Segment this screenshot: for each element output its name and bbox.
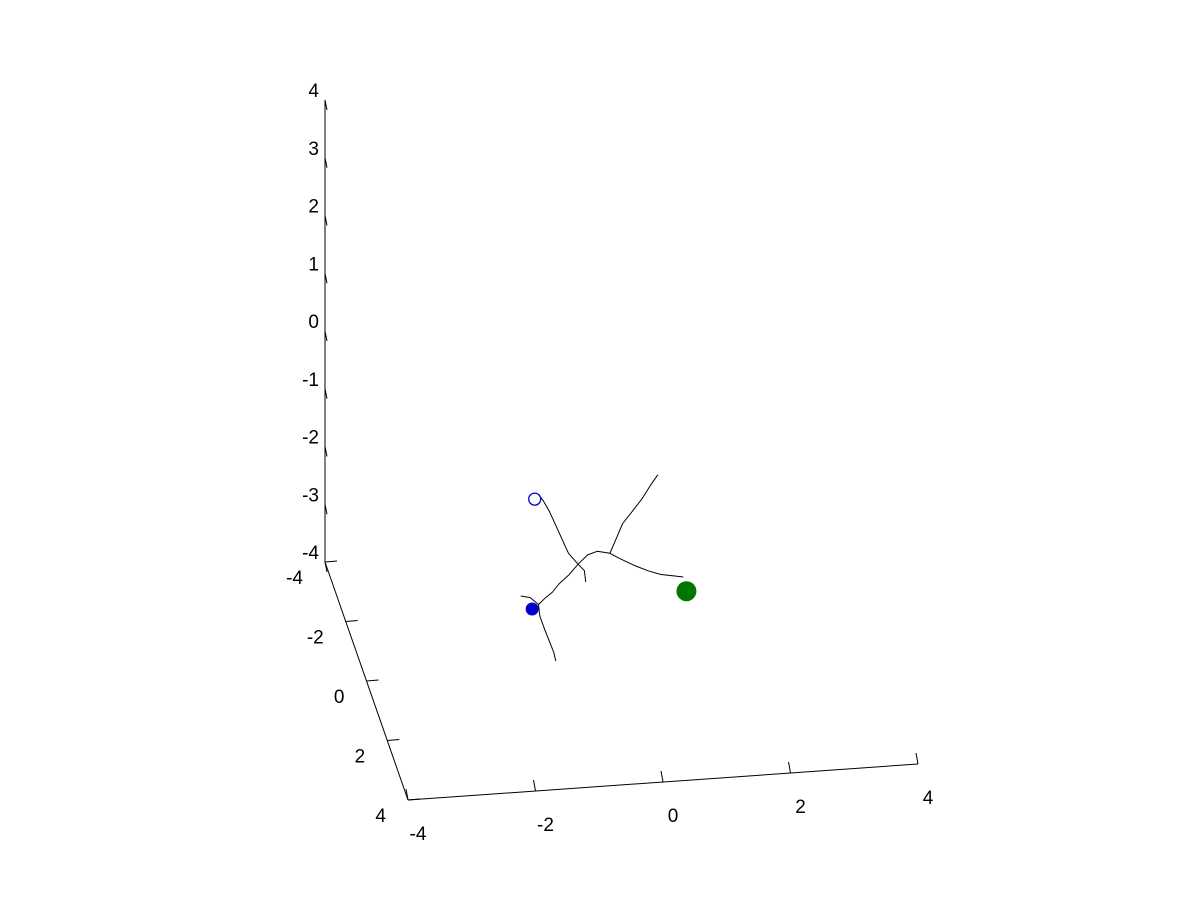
x-tick-label: -4	[410, 824, 427, 845]
axes: -4 -2 0 2 4 -4 -2 0 2 4 -4 -3 -2 -1 0 1 2 3 4	[286, 81, 934, 845]
x-tick-label: -2	[537, 815, 554, 836]
end-point-marker	[676, 581, 697, 602]
z-tick-label: -3	[302, 485, 319, 506]
trajectory-line	[538, 604, 557, 662]
trajectory-line	[538, 550, 684, 605]
x-tick-label: 2	[795, 797, 806, 818]
z-tick-label: 0	[308, 312, 319, 333]
z-tick-label: 1	[308, 254, 319, 275]
z-tick-label: 3	[308, 139, 319, 160]
x-tick	[788, 761, 791, 774]
z-tick-label: -4	[302, 543, 319, 564]
y-tick-label: -2	[307, 628, 324, 649]
y-tick-label: -4	[286, 568, 303, 589]
x-tick	[533, 779, 536, 792]
z-tick	[324, 215, 328, 226]
y-tick	[366, 679, 379, 682]
z-tick	[324, 388, 328, 399]
y-tick	[345, 620, 358, 622]
z-tick	[324, 330, 328, 342]
trajectory-line	[577, 563, 587, 583]
trajectory-line	[609, 474, 659, 554]
z-tick	[324, 561, 328, 573]
z-tick-label: 4	[308, 81, 319, 102]
x-tick-label: 0	[668, 806, 679, 827]
x-tick	[660, 770, 664, 783]
y-tick	[407, 798, 421, 801]
data-series	[520, 474, 697, 662]
x-tick	[915, 752, 919, 765]
x-tick-label: 4	[923, 788, 934, 809]
start-point-marker	[525, 602, 539, 616]
trajectory-line	[539, 496, 579, 565]
z-tick	[324, 157, 328, 168]
z-tick	[324, 446, 328, 457]
y-tick-label: 4	[375, 806, 386, 827]
y-tick	[324, 560, 338, 563]
z-tick	[324, 504, 328, 515]
y-tick	[387, 739, 400, 741]
z-tick	[324, 273, 328, 284]
y-tick-label: 0	[334, 687, 345, 708]
z-tick	[324, 99, 328, 111]
y-tick-label: 2	[355, 747, 366, 768]
open-circle-marker	[528, 492, 542, 506]
z-tick-label: 2	[308, 197, 319, 218]
z-tick-label: -1	[302, 370, 319, 391]
z-tick-label: -2	[302, 428, 319, 449]
trajectory-line	[520, 595, 539, 605]
